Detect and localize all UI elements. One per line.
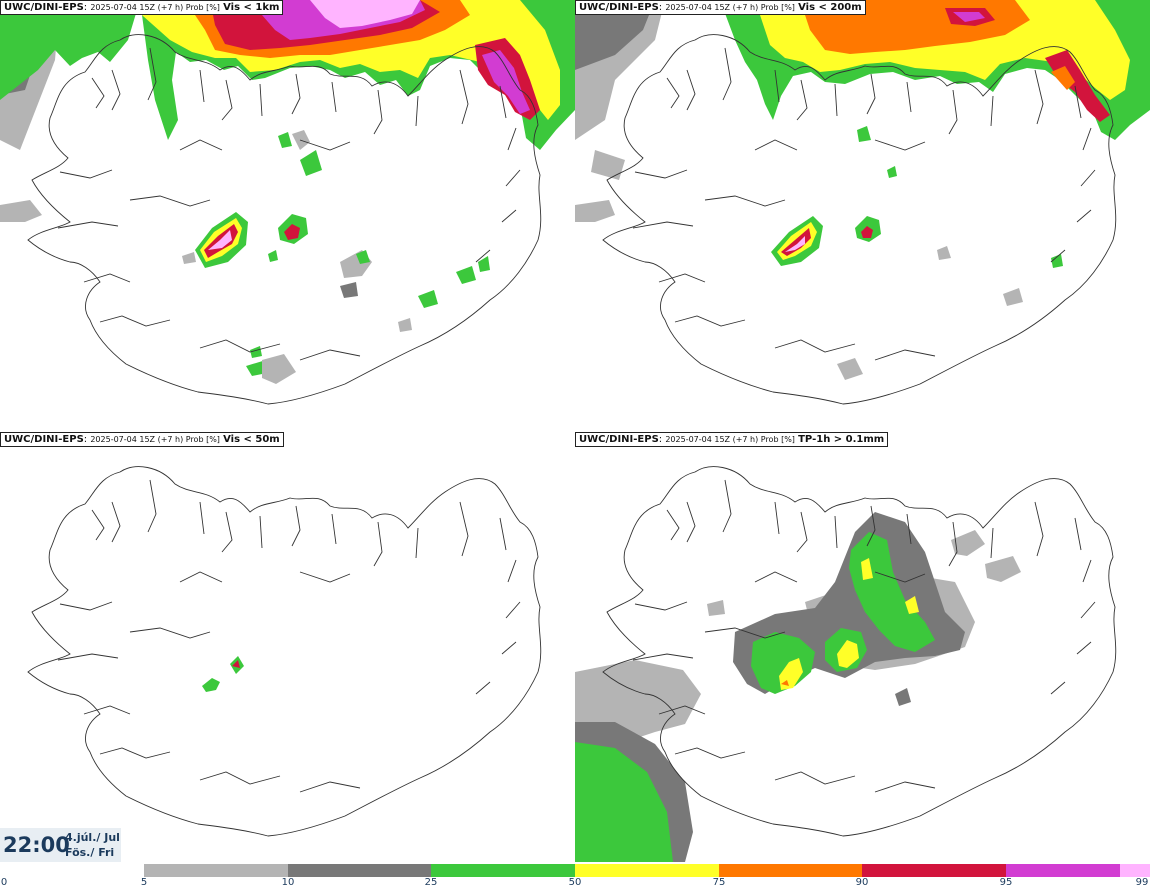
prob-area-lt25: [575, 0, 655, 70]
prob-area-lt50: [575, 742, 673, 862]
colorbar-tick: 99: [1135, 877, 1149, 888]
prob-area-lt50: [849, 532, 935, 652]
map-panel-vis-1km: UWC/DINI-EPS: 2025-07-04 15Z (+7 h) Prob…: [0, 0, 575, 430]
iceland-coastline: [27, 34, 542, 405]
prob-area-lt50: [0, 0, 140, 100]
prob-area-lt50: [250, 346, 262, 358]
map-panel-vis-200m: UWC/DINI-EPS: 2025-07-04 15Z (+7 h) Prob…: [575, 0, 1150, 430]
prob-area-lt50: [418, 290, 438, 308]
prob-area-lt50: [356, 250, 370, 264]
prob-area-lt50: [751, 632, 815, 694]
prob-area-lt10: [951, 530, 985, 556]
colorbar-segment: [288, 864, 431, 877]
iceland-coastline: [27, 466, 542, 837]
prob-area-lt10: [985, 556, 1021, 582]
colorbar-tick: 25: [424, 877, 438, 888]
panel-title: UWC/DINI-EPS: 2025-07-04 15Z (+7 h) Prob…: [0, 432, 284, 447]
colorbar-tick: 95: [999, 877, 1013, 888]
probability-colorbar: 0 5 10 25 50 75 90 95 99: [0, 862, 1150, 891]
probability-map: [575, 0, 1150, 405]
prob-area-lt10: [0, 200, 42, 222]
colorbar-segment: [431, 864, 575, 877]
prob-area-lt50: [202, 678, 220, 692]
map-panel-precip: UWC/DINI-EPS: 2025-07-04 15Z (+7 h) Prob…: [575, 432, 1150, 862]
prob-area-lt25: [340, 282, 358, 298]
valid-time: 22:00: [3, 833, 70, 857]
probability-map: [27, 466, 542, 837]
prob-area-lt50: [456, 266, 476, 284]
valid-time-box: 22:00 4.júl./ Jul Fös./ Fri: [0, 828, 121, 862]
prob-area-lt10: [262, 354, 296, 384]
colorbar-tick: 75: [712, 877, 726, 888]
panel-title: UWC/DINI-EPS: 2025-07-04 15Z (+7 h) Prob…: [0, 0, 284, 15]
prob-area-lt95: [232, 660, 240, 668]
colorbar-segment: [1120, 864, 1150, 877]
prob-area-lt50: [887, 166, 897, 178]
prob-area-lt10: [707, 600, 725, 616]
prob-area-lt10: [591, 150, 625, 180]
colorbar-tick: 0: [0, 877, 8, 888]
colorbar-tick: 5: [140, 877, 148, 888]
colorbar-segment: [862, 864, 1006, 877]
prob-area-lt25: [895, 688, 911, 706]
probability-map: [575, 466, 1117, 862]
prob-area-lt10: [837, 358, 863, 380]
prob-area-lt10: [398, 318, 412, 332]
prob-area-lt10: [1003, 288, 1023, 306]
panel-title: UWC/DINI-EPS: 2025-07-04 15Z (+7 h) Prob…: [575, 432, 889, 447]
panel-title: UWC/DINI-EPS: 2025-07-04 15Z (+7 h) Prob…: [575, 0, 866, 15]
prob-area-lt90: [1051, 66, 1075, 90]
prob-area-lt75: [837, 640, 859, 668]
prob-area-lt95: [781, 228, 811, 256]
prob-area-lt50: [278, 132, 292, 148]
prob-area-lt10: [937, 246, 951, 260]
colorbar-tick: 50: [568, 877, 582, 888]
prob-area-lt90: [781, 680, 789, 686]
iceland-coastline: [602, 34, 1117, 405]
probability-map: [0, 0, 575, 405]
prob-area-lt50: [478, 256, 490, 272]
prob-area-ge99: [310, 0, 420, 28]
prob-area-lt75: [861, 558, 873, 580]
colorbar-segment: [719, 864, 862, 877]
prob-area-lt10: [182, 252, 196, 264]
prob-area-ge99: [785, 236, 805, 252]
colorbar-tick: 10: [281, 877, 295, 888]
colorbar-segment: [575, 864, 719, 877]
prob-area-lt99: [953, 12, 985, 22]
colorbar-segment: [0, 864, 144, 877]
colorbar-segment: [144, 864, 288, 877]
prob-area-lt99: [482, 50, 530, 114]
prob-area-lt95: [284, 224, 300, 240]
prob-area-lt50: [300, 150, 322, 176]
valid-date: 4.júl./ Jul: [65, 831, 120, 844]
prob-area-lt50: [1051, 254, 1063, 268]
colorbar-segment: [1006, 864, 1150, 877]
prob-area-lt50: [268, 250, 278, 262]
prob-area-lt50: [857, 126, 871, 142]
prob-area-ge99: [208, 230, 232, 250]
colorbar-tick: 90: [855, 877, 869, 888]
prob-area-lt75: [905, 596, 919, 614]
prob-area-lt10: [575, 200, 615, 222]
map-panel-vis-50m: UWC/DINI-EPS: 2025-07-04 15Z (+7 h) Prob…: [0, 432, 575, 862]
valid-weekday: Fös./ Fri: [65, 846, 115, 859]
prob-area-lt95: [861, 226, 873, 238]
